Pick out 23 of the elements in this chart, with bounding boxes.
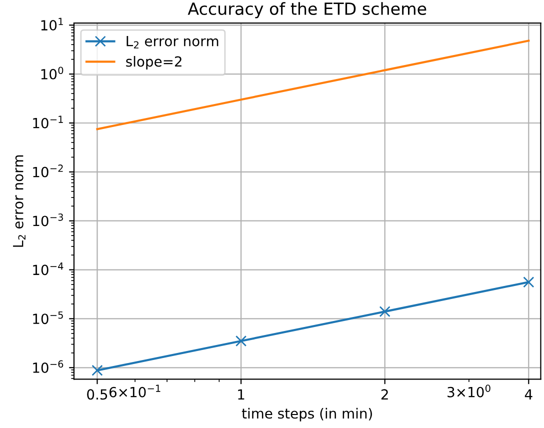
legend-label: L$_{2}$ error norm <box>126 36 218 48</box>
y-tick-label: 10$^{−6}$ <box>33 360 64 373</box>
x-tick-label: 0.5 <box>87 389 108 400</box>
y-tick-label: 10$^{−3}$ <box>33 213 63 226</box>
point <box>523 276 534 288</box>
y-tick-label: 10$^{−1}$ <box>33 116 63 128</box>
y-tick-label: 10$^{0}$ <box>41 66 64 80</box>
y-tick-label: 10$^{−4}$ <box>33 262 64 276</box>
y-axis-title: L$_{2}$ error norm <box>13 155 26 247</box>
y-tick-label: 10$^{−2}$ <box>33 164 63 178</box>
chart-title: Accuracy of the ETD scheme <box>188 2 426 18</box>
point <box>235 335 247 347</box>
point <box>379 306 390 318</box>
x-tick-label: 4 <box>524 389 532 400</box>
x-tick-label: 1 <box>238 389 244 400</box>
x-tick-label: 2 <box>381 389 388 400</box>
x-tick-label: 6×10$^{−1}$ <box>110 384 160 398</box>
legend-label: slope=2 <box>126 56 182 70</box>
y-tick-label: 10$^{1}$ <box>41 18 63 31</box>
x-tick-label: 3×10$^{0}$ <box>448 384 490 398</box>
x-axis-title: time steps (in min) <box>242 408 372 422</box>
y-tick-label: 10$^{−5}$ <box>33 311 63 324</box>
point <box>92 364 103 376</box>
